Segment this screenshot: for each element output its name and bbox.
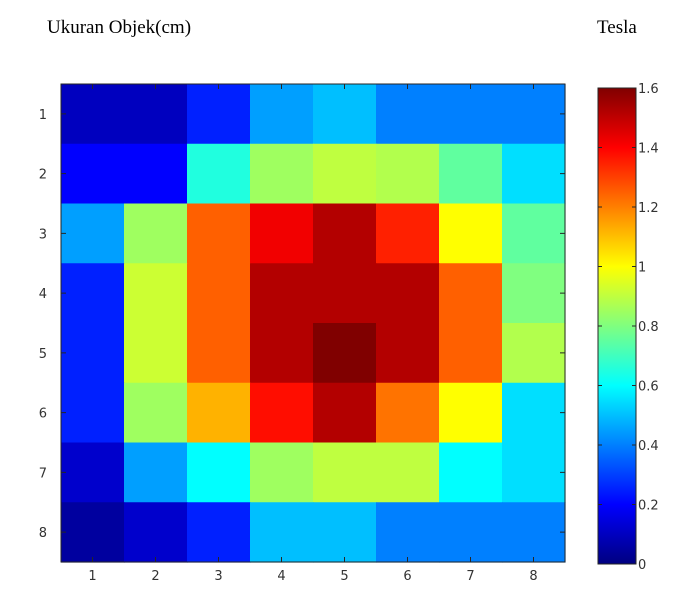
x-tick-label: 1 (88, 569, 96, 584)
heatmap-cell-r4-c3 (187, 263, 251, 323)
heatmap-cell-r8-c3 (187, 502, 251, 562)
heatmap-cell-r2-c6 (376, 144, 440, 204)
heatmap-cell-r4-c6 (376, 263, 440, 323)
heatmap-cell-r5-c3 (187, 323, 251, 383)
colorbar-tick-label: 0.2 (638, 499, 659, 514)
colorbar-tick-label: 0 (638, 558, 646, 573)
heatmap-cell-r3-c4 (250, 204, 314, 264)
heatmap-cell-r6-c1 (61, 383, 125, 443)
heatmap-cell-r8-c2 (124, 502, 188, 562)
heatmap-cell-r3-c6 (376, 204, 440, 264)
y-tick-label: 2 (39, 168, 47, 183)
heatmap-cell-r3-c7 (439, 204, 503, 264)
heatmap-cell-r5-c1 (61, 323, 125, 383)
heatmap-cell-r6-c2 (124, 383, 188, 443)
colorbar-tick-label: 0.4 (638, 439, 659, 454)
colorbar-tick-label: 1.2 (638, 201, 659, 216)
colorbar-tick-label: 1 (638, 261, 646, 276)
heatmap-cell-r1-c7 (439, 84, 503, 144)
heatmap-cell-r8-c7 (439, 502, 503, 562)
colorbar-tick-labels: 0 0.2 0.4 0.6 0.8 1 1.2 1.4 1.6 (638, 82, 659, 573)
heatmap-cell-r1-c8 (502, 84, 566, 144)
heatmap-cell-r4-c5 (313, 263, 377, 323)
heatmap-cell-r6-c5 (313, 383, 377, 443)
heatmap-cell-r4-c8 (502, 263, 566, 323)
x-tick-label: 6 (403, 569, 411, 584)
heatmap-cell-r4-c7 (439, 263, 503, 323)
heatmap-cell-r7-c6 (376, 443, 440, 503)
heatmap-cell-r2-c1 (61, 144, 125, 204)
heatmap-cell-r7-c3 (187, 443, 251, 503)
heatmap-cell-r2-c3 (187, 144, 251, 204)
heatmap-cell-r5-c6 (376, 323, 440, 383)
heatmap-cell-r1-c5 (313, 84, 377, 144)
heatmap-cell-r3-c3 (187, 204, 251, 264)
heatmap-cell-r3-c2 (124, 204, 188, 264)
x-tick-label: 7 (466, 569, 474, 584)
heatmap-cell-r5-c2 (124, 323, 188, 383)
heatmap-cell-r5-c8 (502, 323, 566, 383)
heatmap-cell-r7-c8 (502, 443, 566, 503)
heatmap-cells (61, 84, 566, 563)
heatmap-cell-r6-c3 (187, 383, 251, 443)
heatmap-cell-r8-c8 (502, 502, 566, 562)
heatmap-cell-r1-c6 (376, 84, 440, 144)
x-tick-label: 5 (340, 569, 348, 584)
heatmap-cell-r8-c5 (313, 502, 377, 562)
y-tick-label: 8 (39, 526, 47, 541)
heatmap-cell-r7-c2 (124, 443, 188, 503)
heatmap-cell-r7-c7 (439, 443, 503, 503)
heatmap-cell-r4-c4 (250, 263, 314, 323)
heatmap-cell-r4-c1 (61, 263, 125, 323)
heatmap-cell-r1-c2 (124, 84, 188, 144)
colorbar-tick-label: 0.8 (638, 320, 659, 335)
heatmap-cell-r8-c4 (250, 502, 314, 562)
heatmap-cell-r3-c5 (313, 204, 377, 264)
heatmap-cell-r5-c5 (313, 323, 377, 383)
heatmap-cell-r2-c7 (439, 144, 503, 204)
heatmap-cell-r3-c1 (61, 204, 125, 264)
y-tick-label: 6 (39, 407, 47, 422)
heatmap-cell-r7-c1 (61, 443, 125, 503)
heatmap-cell-r6-c7 (439, 383, 503, 443)
y-axis-tick-labels: 1 2 3 4 5 6 7 8 (39, 108, 47, 541)
heatmap-cell-r1-c3 (187, 84, 251, 144)
heatmap-cell-r2-c4 (250, 144, 314, 204)
heatmap-cell-r7-c5 (313, 443, 377, 503)
heatmap-cell-r6-c8 (502, 383, 566, 443)
heatmap-cell-r2-c2 (124, 144, 188, 204)
colorbar (598, 88, 636, 564)
colorbar-tick-label: 0.6 (638, 380, 659, 395)
y-tick-label: 4 (39, 287, 47, 302)
colorbar-tick-label: 1.4 (638, 142, 659, 157)
heatmap-cell-r1-c1 (61, 84, 125, 144)
y-tick-label: 3 (39, 227, 47, 242)
x-tick-label: 8 (529, 569, 537, 584)
heatmap-cell-r5-c4 (250, 323, 314, 383)
heatmap-cell-r2-c8 (502, 144, 566, 204)
y-tick-label: 5 (39, 347, 47, 362)
heatmap-cell-r6-c6 (376, 383, 440, 443)
heatmap-cell-r7-c4 (250, 443, 314, 503)
heatmap-cell-r8-c1 (61, 502, 125, 562)
heatmap-cell-r1-c4 (250, 84, 314, 144)
heatmap-cell-r4-c2 (124, 263, 188, 323)
x-tick-label: 4 (277, 569, 285, 584)
heatmap-cell-r8-c6 (376, 502, 440, 562)
heatmap-cell-r6-c4 (250, 383, 314, 443)
x-tick-label: 3 (214, 569, 222, 584)
heatmap-cell-r3-c8 (502, 204, 566, 264)
colorbar-tick-label: 1.6 (638, 82, 659, 97)
x-axis-tick-labels: 1 2 3 4 5 6 7 8 (88, 569, 537, 584)
heatmap-cell-r2-c5 (313, 144, 377, 204)
y-tick-label: 1 (39, 108, 47, 123)
heatmap-cell-r5-c7 (439, 323, 503, 383)
y-tick-label: 7 (39, 466, 47, 481)
x-tick-label: 2 (151, 569, 159, 584)
